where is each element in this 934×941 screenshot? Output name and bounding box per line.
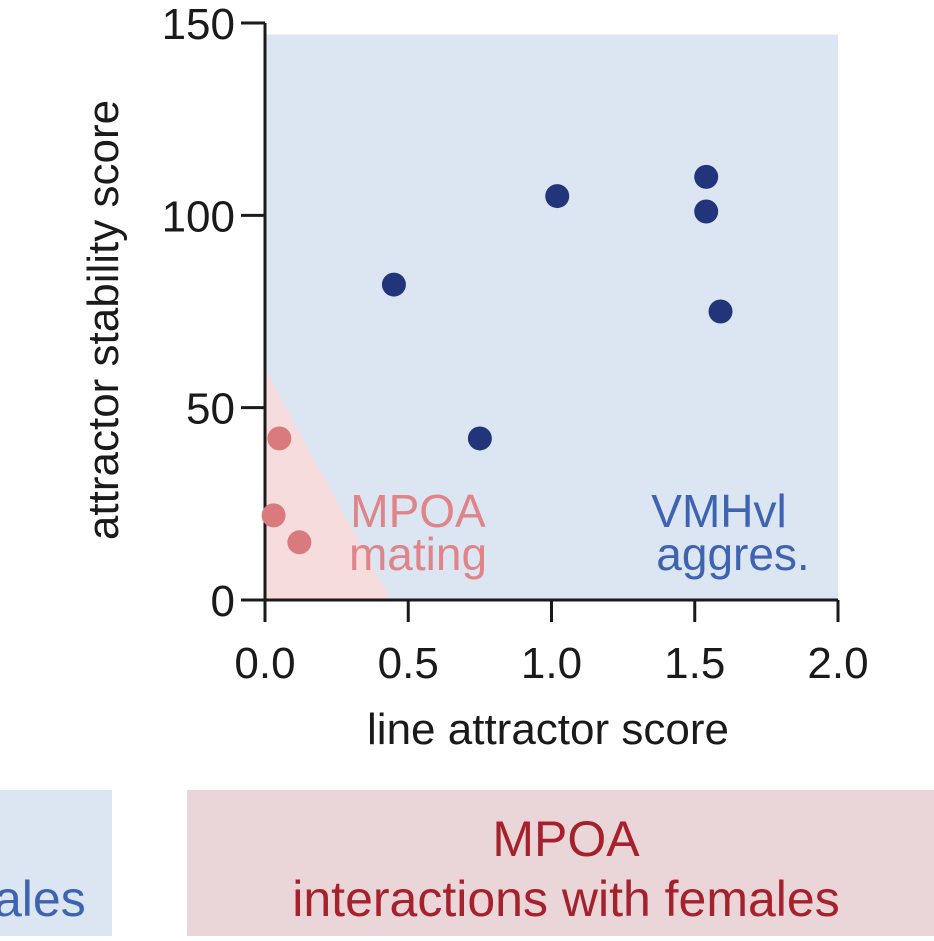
right-banner-subtitle: interactions with females bbox=[292, 871, 839, 927]
axes: 0 50 100 150 0.0 0.5 1.0 1.5 2.0 bbox=[162, 0, 869, 688]
mpoa-region-label-line2: mating bbox=[349, 528, 487, 580]
x-tick-label: 1.5 bbox=[664, 639, 725, 688]
vmhvl-region-label-line1: VMHvl bbox=[651, 485, 786, 537]
vmhvl-data-point bbox=[694, 164, 719, 189]
y-tick-label: 50 bbox=[186, 385, 235, 434]
left-banner-text: ales bbox=[0, 871, 86, 927]
x-axis-title: line attractor score bbox=[367, 705, 729, 754]
x-ticks: 0.0 0.5 1.0 1.5 2.0 bbox=[234, 600, 869, 688]
mpoa-data-point bbox=[261, 503, 286, 528]
left-banner bbox=[0, 790, 112, 936]
vmhvl-region-label-line2: aggres. bbox=[656, 528, 809, 580]
vmhvl-region bbox=[265, 34, 838, 601]
y-ticks: 0 50 100 150 bbox=[162, 0, 265, 626]
vmhvl-data-point bbox=[545, 184, 570, 209]
x-tick-label: 2.0 bbox=[807, 639, 868, 688]
vmhvl-data-point bbox=[467, 426, 492, 451]
vmhvl-data-point bbox=[381, 272, 406, 297]
data-points bbox=[261, 164, 733, 555]
y-tick-label: 100 bbox=[162, 192, 235, 241]
vmhvl-data-point bbox=[708, 299, 733, 324]
mpoa-data-point bbox=[267, 426, 292, 451]
vmhvl-data-point bbox=[694, 199, 719, 224]
mpoa-region-label-line1: MPOA bbox=[350, 485, 486, 537]
right-banner bbox=[187, 790, 934, 936]
x-tick-label: 1.0 bbox=[521, 639, 582, 688]
y-tick-label: 150 bbox=[162, 0, 235, 49]
mpoa-data-point bbox=[287, 530, 312, 555]
y-tick-label: 0 bbox=[211, 577, 235, 626]
y-axis-title: attractor stability score bbox=[79, 100, 128, 540]
x-tick-label: 0.0 bbox=[234, 639, 295, 688]
right-banner-title: MPOA bbox=[492, 811, 640, 867]
x-tick-label: 0.5 bbox=[378, 639, 439, 688]
